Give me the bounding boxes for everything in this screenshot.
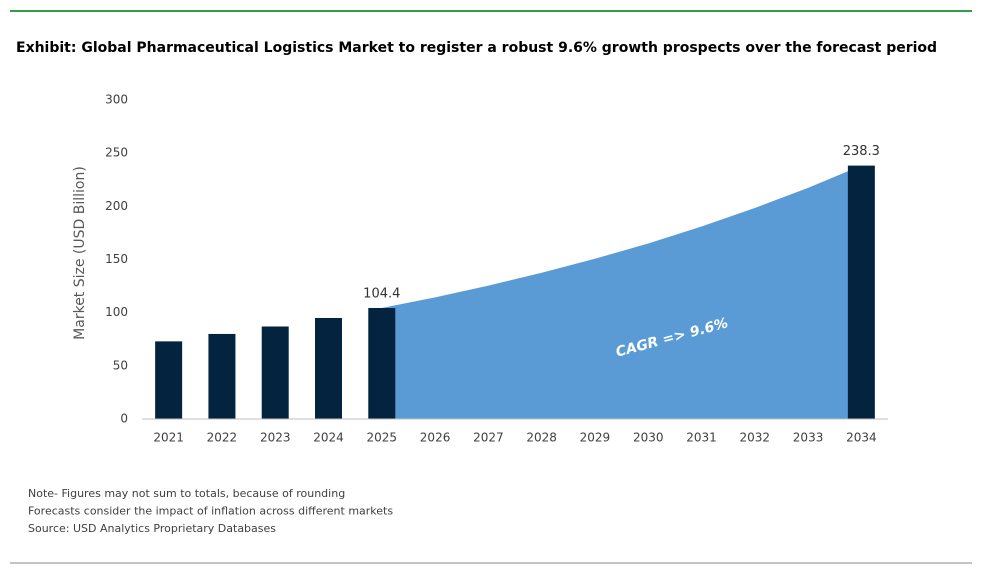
y-tick-label: 0 bbox=[120, 412, 128, 426]
y-tick-label: 200 bbox=[105, 199, 128, 213]
x-tick-label: 2023 bbox=[260, 431, 291, 445]
bar bbox=[847, 165, 875, 419]
note: Source: USD Analytics Proprietary Databa… bbox=[28, 522, 276, 535]
note: Forecasts consider the impact of inflati… bbox=[28, 505, 393, 518]
x-tick-label: 2026 bbox=[420, 431, 451, 445]
x-tick-label: 2030 bbox=[633, 431, 664, 445]
x-tick-label: 2025 bbox=[367, 431, 398, 445]
x-tick-label: 2021 bbox=[153, 431, 184, 445]
data-label: 238.3 bbox=[843, 144, 880, 159]
x-tick-label: 2034 bbox=[846, 431, 877, 445]
bar bbox=[261, 326, 289, 419]
chart-title: Exhibit: Global Pharmaceutical Logistics… bbox=[16, 40, 937, 56]
x-tick-label: 2029 bbox=[580, 431, 611, 445]
x-tick-label: 2032 bbox=[740, 431, 771, 445]
x-tick-label: 2033 bbox=[793, 431, 824, 445]
area bbox=[381, 165, 862, 419]
y-tick-label: 300 bbox=[105, 93, 128, 107]
bar bbox=[315, 317, 342, 419]
x-tick-label: 2031 bbox=[686, 431, 717, 445]
x-tick-label: 2024 bbox=[313, 431, 344, 445]
bar bbox=[368, 307, 396, 419]
data-label: 104.4 bbox=[363, 286, 400, 301]
y-tick-label: 100 bbox=[105, 305, 128, 319]
y-tick-label: 250 bbox=[105, 146, 128, 160]
bar bbox=[155, 341, 183, 419]
x-tick-label: 2027 bbox=[473, 431, 504, 445]
x-tick-label: 2028 bbox=[526, 431, 557, 445]
x-tick-label: 2022 bbox=[207, 431, 238, 445]
y-axis-label: Market Size (USD Billion) bbox=[72, 166, 88, 340]
y-tick-label: 50 bbox=[113, 358, 128, 372]
bar bbox=[208, 333, 236, 419]
note: Note- Figures may not sum to totals, bec… bbox=[28, 487, 345, 500]
y-tick-label: 150 bbox=[105, 252, 128, 266]
